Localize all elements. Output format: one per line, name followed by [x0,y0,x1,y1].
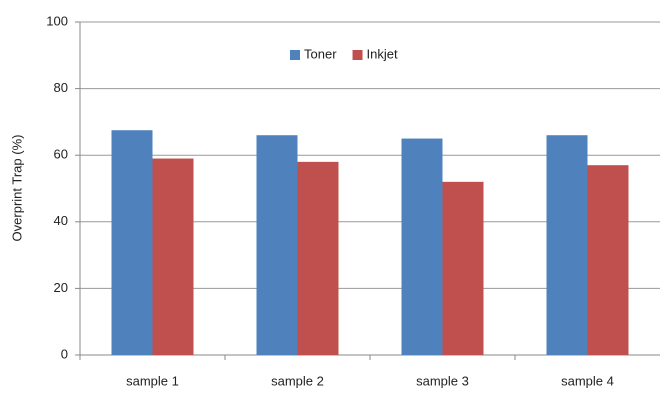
legend-label: Toner [304,46,337,61]
bar [297,161,339,355]
y-tick-label: 60 [54,147,68,162]
x-tick-label: sample 4 [561,373,614,388]
x-tick-label: sample 1 [126,373,179,388]
y-tick-label: 0 [61,346,68,361]
y-axis-label: Overprint Trap (%) [9,135,24,242]
bar [152,158,194,355]
bar [401,138,443,355]
legend-swatch [352,50,363,60]
x-tick-label: sample 3 [416,373,469,388]
y-tick-label: 80 [54,80,68,95]
x-tick-label: sample 2 [271,373,324,388]
y-tick-label: 100 [46,13,68,28]
bar [587,165,629,355]
legend-swatch [290,50,300,60]
bar [111,130,153,355]
bar [256,135,298,355]
y-tick-label: 40 [54,213,68,228]
y-tick-label: 20 [54,280,68,295]
bar [546,135,588,355]
bar [442,181,484,355]
legend-label: Inkjet [367,46,398,61]
